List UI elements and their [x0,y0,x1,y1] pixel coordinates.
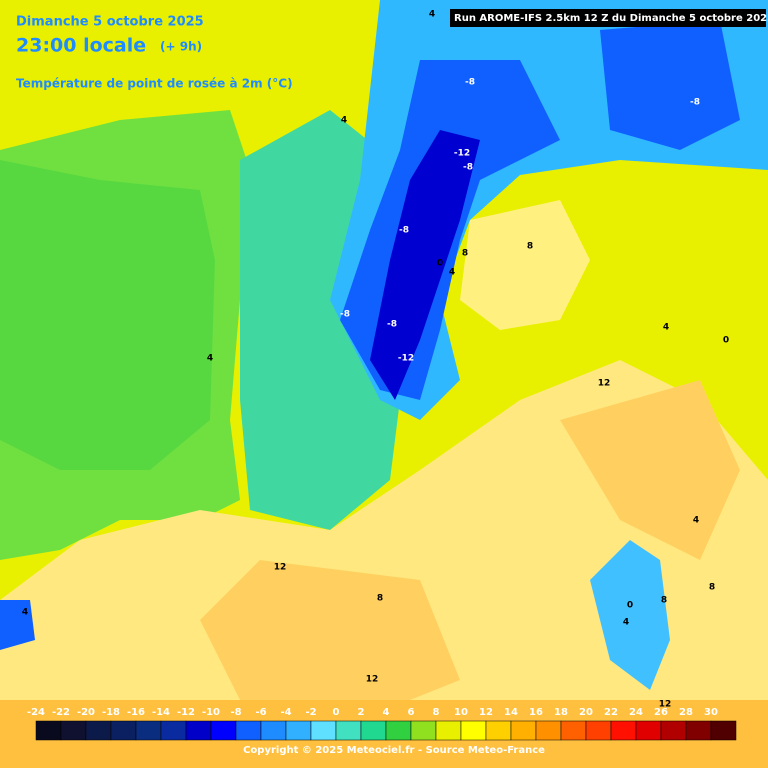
contour-label: -12 [398,354,414,364]
scale-swatch [685,720,712,741]
contour-label: 4 [693,516,699,526]
scale-label: 2 [358,707,365,718]
contour-label: -8 [465,78,475,88]
contour-labels: -8-8-12-8-80488-8-8-12444401212812408481… [22,10,729,710]
scale-label: -22 [52,707,70,718]
scale-label: -6 [255,707,266,718]
scale-label: -8 [230,707,241,718]
scale-label: 16 [529,707,543,718]
scale-label: 4 [383,707,390,718]
contour-label: -12 [454,149,470,159]
scale-label: 30 [704,707,718,718]
scale-swatch [535,720,562,741]
contour-label: 4 [663,323,669,333]
scale-swatch [610,720,637,741]
scale-swatch [210,720,237,741]
scale-swatch [260,720,287,741]
scale-label: -4 [280,707,291,718]
scale-swatch [660,720,687,741]
contour-label: 8 [661,596,667,606]
contour-label: 4 [623,618,629,628]
scale-label: 6 [408,707,415,718]
contour-label: 0 [723,336,729,346]
contour-label: 8 [709,583,715,593]
scale-label: 14 [504,707,518,718]
scale-swatch [135,720,162,741]
scale-swatch [235,720,262,741]
scale-swatch [485,720,512,741]
scale-swatch [310,720,337,741]
scale-label: -24 [27,707,45,718]
scale-swatch [560,720,587,741]
color-scale: -24 -22 -20 -18 -16 -14 -12 -10 -8 -6 -4 -2 0 2 4 6 8 10 1… [27,707,737,741]
contour-label: 12 [659,700,672,710]
scale-label: -12 [177,707,195,718]
scale-label: -16 [127,707,145,718]
scale-label: 28 [679,707,693,718]
time: 23:00 locale [16,35,146,57]
contour-label: 12 [366,675,379,685]
scale-swatch [385,720,412,741]
scale-swatch [35,720,62,741]
contour-label: 12 [274,563,287,573]
contour-label: 4 [341,116,347,126]
contour-label: 4 [207,354,213,364]
scale-swatch [510,720,537,741]
contour-label: 4 [22,608,28,618]
scale-swatch [710,720,737,741]
scale-label: 12 [479,707,493,718]
scale-swatch [635,720,662,741]
scale-label: 24 [629,707,643,718]
variable: Température de point de rosée à 2m (°C) [16,77,293,91]
contour-label: 8 [462,249,468,259]
contour-label: 8 [527,242,533,252]
scale-label: -2 [305,707,316,718]
run-box [450,9,766,27]
scale-label: 8 [433,707,440,718]
contour-label: 4 [429,10,435,20]
scale-label: -20 [77,707,95,718]
scale-swatch [285,720,312,741]
scale-label: -14 [152,707,170,718]
scale-swatch [335,720,362,741]
contour-label: -8 [463,163,473,173]
scale-swatch [410,720,437,741]
scale-label: 18 [554,707,568,718]
contour-label: 0 [437,259,443,269]
scale-swatch [460,720,487,741]
scale-label: 0 [333,707,340,718]
contour-label: 0 [627,601,633,611]
contour-label: 12 [598,379,611,389]
scale-label: 10 [454,707,468,718]
copyright: Copyright © 2025 Meteociel.fr - Source M… [243,745,545,756]
scale-swatch [185,720,212,741]
scale-label: -18 [102,707,120,718]
offset: (+ 9h) [160,40,202,54]
scale-swatch [360,720,387,741]
scale-swatch [110,720,137,741]
scale-swatch [85,720,112,741]
scale-label: 20 [579,707,593,718]
scale-swatch [60,720,87,741]
scale-label: 26 [654,707,668,718]
date: Dimanche 5 octobre 2025 [16,15,204,30]
run-info: Run AROME-IFS 2.5km 12 Z du Dimanche 5 o… [454,13,768,24]
contour-label: 8 [377,594,383,604]
scale-swatch [435,720,462,741]
contour-label: -8 [387,320,397,330]
contour-label: 4 [449,268,455,278]
scale-swatch [585,720,612,741]
scale-swatch [160,720,187,741]
contour-label: -8 [690,98,700,108]
contour-label: -8 [340,310,350,320]
contour-label: -8 [399,226,409,236]
scale-label: -10 [202,707,220,718]
scale-label: 22 [604,707,618,718]
